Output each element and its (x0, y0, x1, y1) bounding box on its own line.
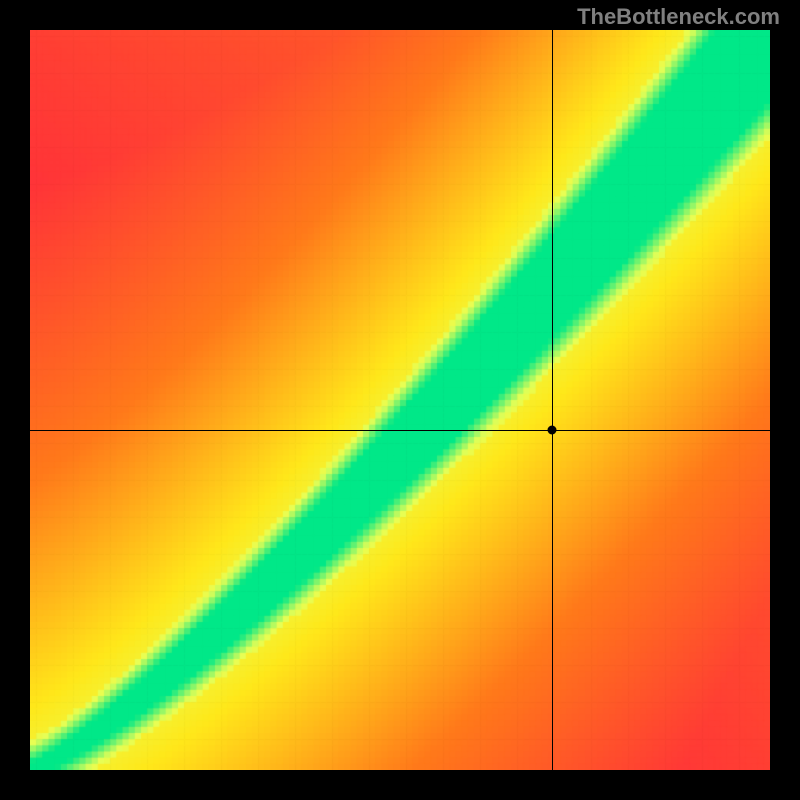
crosshair-marker (547, 425, 556, 434)
watermark-text: TheBottleneck.com (577, 4, 780, 30)
crosshair-vertical (552, 30, 553, 770)
crosshair-horizontal (30, 430, 770, 431)
heatmap-canvas (30, 30, 770, 770)
heatmap-plot (30, 30, 770, 770)
